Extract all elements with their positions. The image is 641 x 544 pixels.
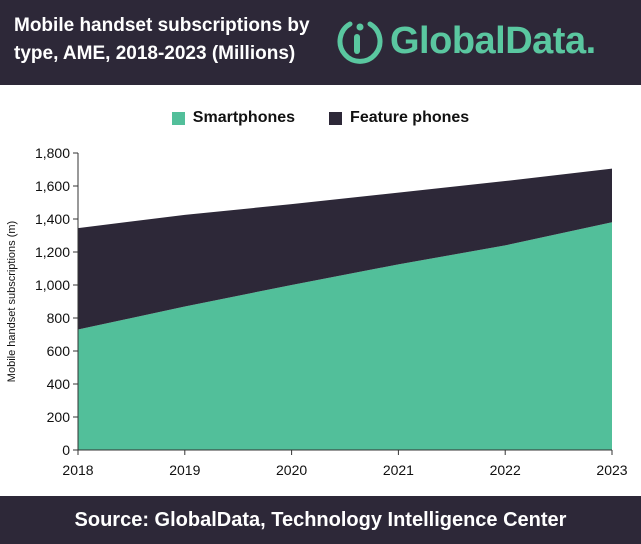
- stacked-area-chart: 0 200 400 600 800 1,000 1,200 1,400 1,600 1,800 20…: [6, 145, 628, 478]
- legend-swatch-feature-phones: [329, 111, 343, 125]
- legend-swatch-smartphones: [171, 111, 185, 125]
- x-tick-label: 2022: [490, 462, 521, 478]
- y-tick-label: 0: [62, 442, 70, 458]
- logo-text: GlobalData.: [390, 20, 596, 62]
- y-axis-label: Mobile handset subscriptions (m): [6, 221, 18, 382]
- legend-item-feature-phones: Feature phones: [329, 109, 469, 127]
- y-tick-label: 1,600: [35, 178, 70, 194]
- legend-label-smartphones: Smartphones: [192, 109, 296, 126]
- x-tick-label: 2018: [62, 462, 93, 478]
- y-tick-label: 800: [47, 310, 71, 326]
- title-line-1: Mobile handset subscriptions by: [14, 15, 310, 36]
- x-tick-label: 2023: [596, 462, 627, 478]
- globaldata-logo-icon: [337, 21, 383, 64]
- title-line-2: type, AME, 2018-2023 (Millions): [14, 43, 296, 64]
- legend: Smartphones Feature phones: [0, 106, 641, 130]
- legend-item-smartphones: Smartphones: [171, 109, 296, 127]
- header-banner: Mobile handset subscriptions by type, AM…: [0, 0, 641, 85]
- chart-title: Mobile handset subscriptions by type, AM…: [14, 12, 334, 68]
- x-tick-label: 2020: [276, 462, 307, 478]
- x-tick-label: 2019: [169, 462, 200, 478]
- y-tick-label: 1,200: [35, 244, 70, 260]
- globaldata-logo: GlobalData.: [332, 14, 632, 70]
- x-tick-label: 2021: [383, 462, 414, 478]
- source-footer: Source: GlobalData, Technology Intellige…: [0, 496, 641, 544]
- y-tick-label: 1,800: [35, 145, 70, 161]
- y-tick-label: 200: [47, 409, 71, 425]
- y-tick-label: 1,000: [35, 277, 70, 293]
- legend-label-feature-phones: Feature phones: [350, 109, 470, 126]
- y-tick-label: 600: [47, 343, 71, 359]
- area-series-smartphones: [78, 222, 612, 450]
- y-tick-label: 1,400: [35, 211, 70, 227]
- y-tick-label: 400: [47, 376, 71, 392]
- area-series-feature-phones: [78, 168, 612, 330]
